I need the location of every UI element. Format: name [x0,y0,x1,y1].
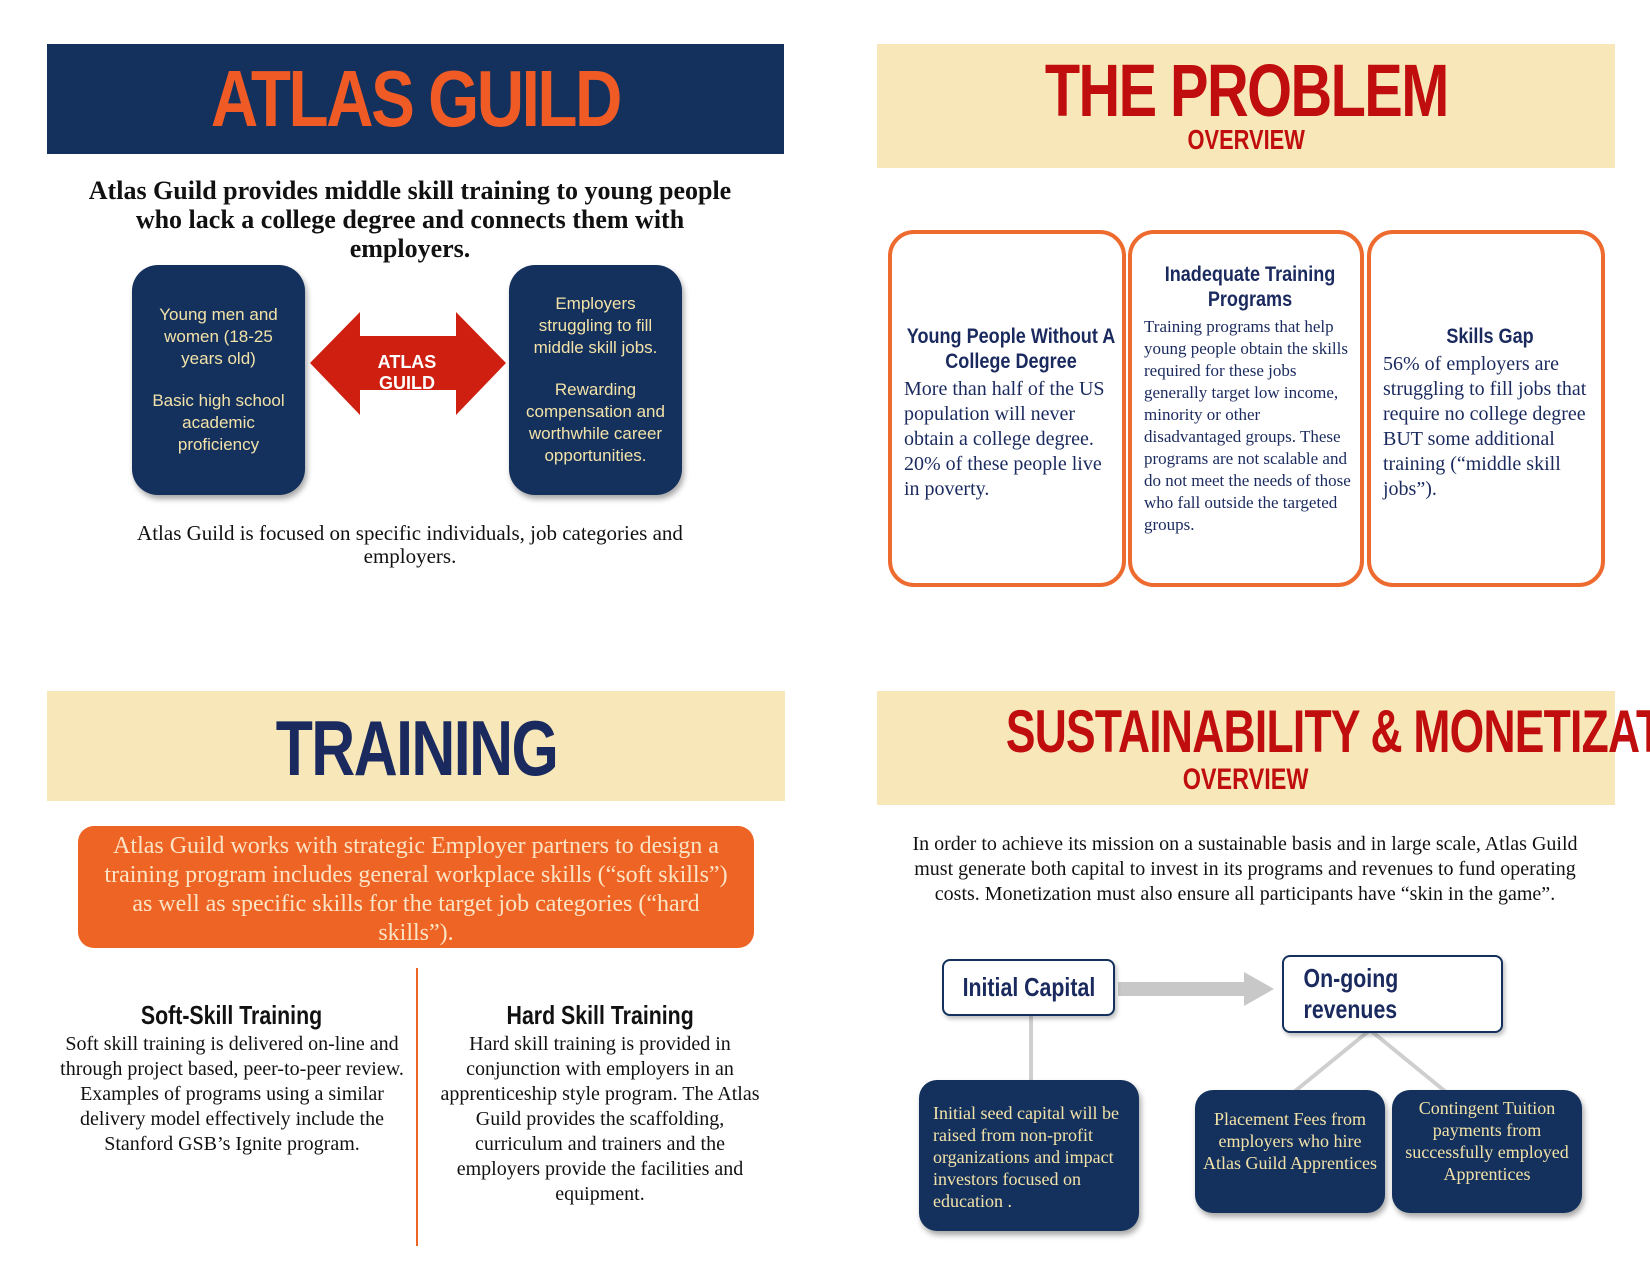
training-divider [416,968,418,1246]
sustain-title: SUSTAINABILITY & MONETIZATION [1005,698,1650,765]
training-banner-text: Atlas Guild works with strategic Employe… [104,833,728,946]
problem-box-training-body: Training programs that help young people… [1144,317,1351,534]
seed-capital-box: Initial seed capital will be raised from… [919,1080,1139,1231]
sustain-intro: In order to achieve its mission on a sus… [912,833,1578,905]
problem-box-training: Inadequate Training Programs Training pr… [1128,230,1364,587]
training-header: TRAINING [47,691,785,801]
training-title-wrap: TRAINING [47,703,785,794]
arrow-label: ATLAS GUILD [377,352,437,393]
sustain-subtitle: OVERVIEW [1183,763,1309,796]
revenue-connectors [1292,1030,1448,1094]
ongoing-revenues-box: On-going revenues [1282,955,1503,1033]
training-title: TRAINING [275,704,558,792]
employers-box: Employers struggling to fill middle skil… [509,265,682,495]
employers-struggling: Employers struggling to fill middle skil… [533,294,658,357]
atlas-guild-title: ATLAS GUILD [210,54,622,143]
soft-skill-head: Soft-Skill Training [141,1000,323,1030]
problem-box-skills-gap: Skills Gap 56% of employers are struggli… [1367,230,1605,587]
problem-box-degree: Young People Without A College Degree Mo… [888,230,1126,587]
young-people-box: Young men and women (18-25 years old) Ba… [132,265,305,495]
atlas-focus: Atlas Guild is focused on specific indiv… [137,521,683,568]
seed-connector [1029,1013,1033,1090]
sustain-header: SUSTAINABILITY & MONETIZATION OVERVIEW [877,691,1650,805]
training-banner: Atlas Guild works with strategic Employe… [78,826,754,948]
problem-box-degree-head: Young People Without A College Degree [906,325,1116,373]
initial-capital-label: Initial Capital [962,972,1095,1002]
problem-box-skills-gap-body: 56% of employers are struggling to fill … [1383,353,1587,500]
problem-box-training-head: Inadequate Training Programs [1164,263,1336,311]
hard-skill-section: Hard Skill Training Hard skill training … [436,1000,764,1207]
employers-rewarding: Rewarding compensation and worthwhile ca… [526,380,665,465]
initial-capital-box: Initial Capital [942,959,1115,1016]
placement-fees-text: Placement Fees from employers who hire A… [1203,1109,1377,1173]
soft-skill-body: Soft skill training is delivered on-line… [60,1033,404,1155]
problem-subtitle: OVERVIEW [1187,124,1305,155]
problem-box-skills-gap-head: Skills Gap [1446,325,1534,348]
soft-skill-section: Soft-Skill Training Soft skill training … [60,1000,404,1157]
seed-capital-text: Initial seed capital will be raised from… [933,1103,1119,1211]
problem-box-degree-body: More than half of the US population will… [904,378,1105,500]
hard-skill-body: Hard skill training is provided in conju… [440,1033,760,1205]
problem-title: THE PROBLEM [1044,49,1449,132]
contingent-tuition-text: Contingent Tuition payments from success… [1405,1098,1569,1184]
placement-fees-box: Placement Fees from employers who hire A… [1195,1090,1385,1213]
contingent-tuition-box: Contingent Tuition payments from success… [1392,1090,1582,1213]
young-people-age: Young men and women (18-25 years old) [159,305,278,368]
sustain-subtitle-wrap: OVERVIEW [877,763,1615,797]
ongoing-revenues-label: On-going revenues [1303,963,1399,1024]
hard-skill-head: Hard Skill Training [506,1000,694,1030]
problem-header: THE PROBLEM OVERVIEW [877,44,1615,168]
young-people-proficiency: Basic high school academic proficiency [152,391,285,454]
flow-arrow [1118,972,1274,1006]
sustain-title-wrap: SUSTAINABILITY & MONETIZATION [877,697,1650,766]
atlas-intro: Atlas Guild provides middle skill traini… [88,176,732,263]
double-arrow [310,312,506,415]
atlas-guild-header: ATLAS GUILD [47,44,784,154]
